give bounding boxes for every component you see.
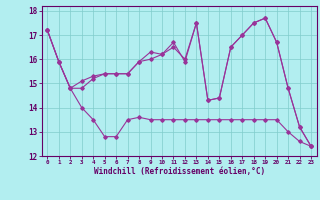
X-axis label: Windchill (Refroidissement éolien,°C): Windchill (Refroidissement éolien,°C) bbox=[94, 167, 265, 176]
